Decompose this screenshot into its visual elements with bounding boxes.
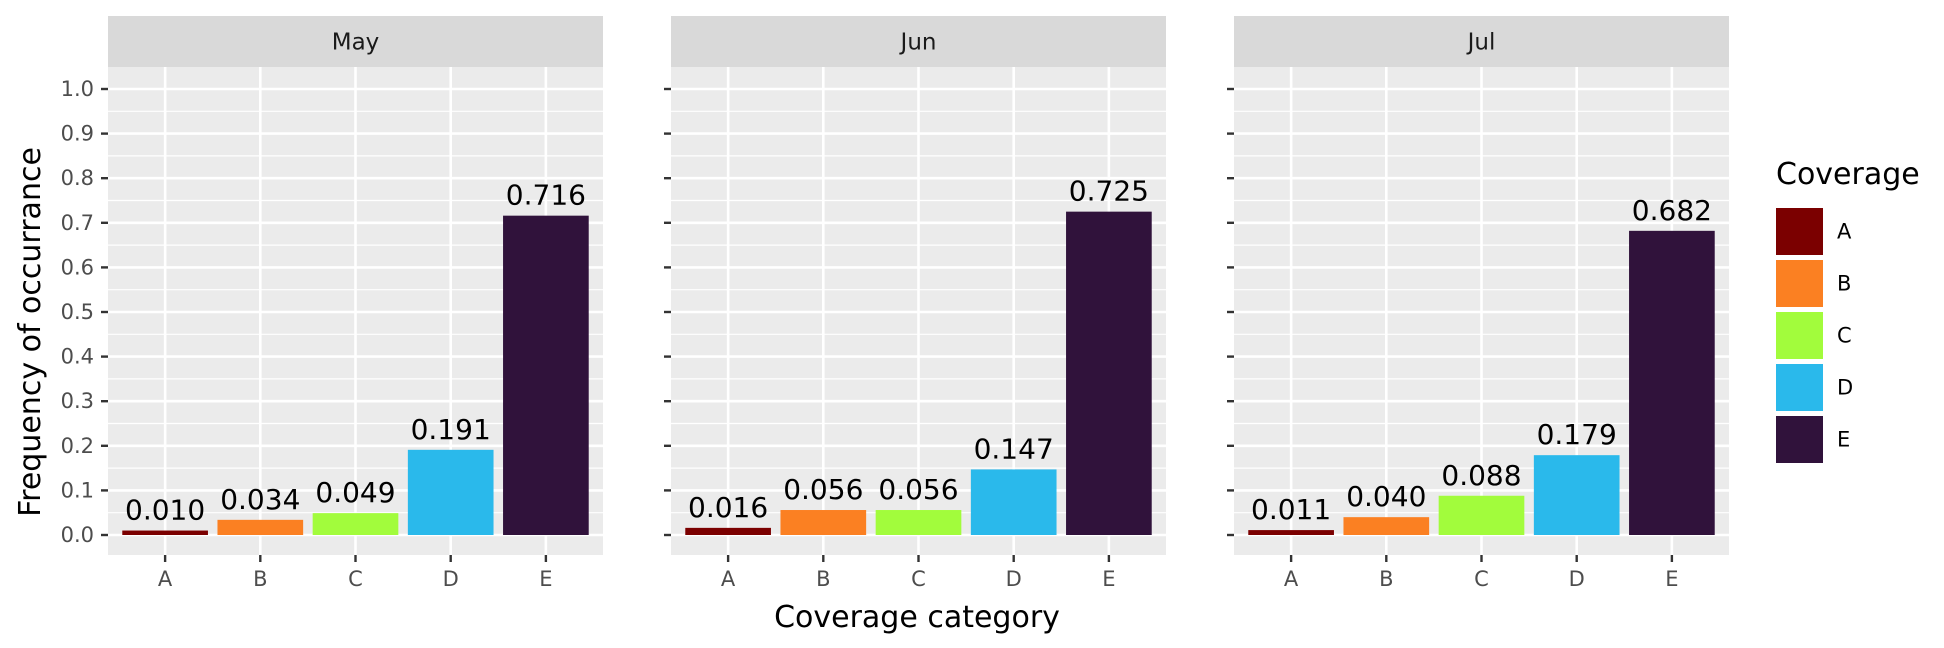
x-tick-label: C (911, 567, 926, 591)
y-tick-label: 0.8 (61, 166, 94, 190)
facet-panel-jun: Jun 0.016 0.056 0.056 0.147 0.725 A B C D E (664, 16, 1166, 591)
x-tick-label: A (1284, 567, 1299, 591)
legend-label: E (1837, 428, 1850, 452)
x-tick-label: C (1474, 567, 1489, 591)
y-tick-label: 0.0 (61, 523, 94, 547)
facet-strip (671, 16, 1166, 67)
bar-d (407, 449, 494, 535)
y-tick-label: 0.9 (61, 122, 94, 146)
facet-strip (108, 16, 603, 67)
y-tick-label: 0.2 (61, 434, 94, 458)
x-tick-label: A (721, 567, 736, 591)
x-tick-label: C (348, 567, 363, 591)
y-tick-label: 1.0 (61, 77, 94, 101)
bar-value-label: 0.191 (411, 413, 491, 446)
x-axis-title: Coverage category (774, 600, 1060, 635)
bar-value-label: 0.056 (783, 473, 863, 506)
bar-value-label: 0.040 (1346, 480, 1426, 513)
y-tick-label: 0.7 (61, 211, 94, 235)
y-axis-title: Frequency of occurrance (13, 147, 48, 517)
x-tick-label: B (253, 567, 267, 591)
legend-label: D (1837, 376, 1853, 400)
x-tick-label: D (1569, 567, 1585, 591)
bar-b (780, 510, 867, 535)
x-tick-label: E (1665, 567, 1678, 591)
bar-d (1533, 455, 1620, 535)
bar-value-label: 0.056 (878, 473, 958, 506)
y-tick-label: 0.6 (61, 255, 94, 279)
bar-d (970, 469, 1057, 535)
legend-label: B (1837, 272, 1851, 296)
bar-c (875, 510, 962, 535)
facet-strip-label: Jun (899, 30, 937, 56)
bar-value-label: 0.147 (974, 432, 1054, 465)
legend-key-c (1776, 312, 1823, 359)
y-tick-label: 0.1 (61, 478, 94, 502)
bar-a (685, 527, 771, 535)
facets-layer: May 0.0 0.1 0.2 0.3 0.4 0.5 0.6 0.7 0.8 0.9 1.0 0.01… (61, 16, 1729, 591)
bar-b (217, 519, 304, 535)
bar-e (503, 215, 589, 535)
bar-value-label: 0.011 (1251, 493, 1331, 526)
x-tick-label: A (158, 567, 173, 591)
facet-panel-may: May 0.0 0.1 0.2 0.3 0.4 0.5 0.6 0.7 0.8 0.9 1.0 0.01… (61, 16, 603, 591)
bar-value-label: 0.179 (1537, 418, 1617, 451)
legend-key-d (1776, 364, 1823, 411)
bar-value-label: 0.049 (315, 476, 395, 509)
legend-key-a (1776, 208, 1823, 255)
bar-a (122, 530, 208, 535)
legend-title: Coverage (1776, 157, 1920, 192)
bar-value-label: 0.725 (1069, 175, 1149, 208)
x-tick-label: D (443, 567, 459, 591)
bar-value-label: 0.088 (1441, 459, 1521, 492)
legend-key-b (1776, 260, 1823, 307)
x-tick-label: B (816, 567, 830, 591)
legend: Coverage A B C D E (1776, 157, 1920, 463)
bar-b (1343, 517, 1430, 535)
bar-c (312, 513, 399, 535)
y-tick-label: 0.4 (61, 345, 94, 369)
bar-e (1629, 230, 1715, 535)
bar-value-label: 0.010 (125, 494, 205, 527)
bar-value-label: 0.034 (220, 483, 300, 516)
facet-strip-label: Jul (1466, 30, 1496, 56)
legend-label: C (1837, 324, 1852, 348)
y-tick-label: 0.3 (61, 389, 94, 413)
legend-key-e (1776, 416, 1823, 463)
x-tick-label: B (1379, 567, 1393, 591)
x-tick-label: E (539, 567, 552, 591)
facet-strip-label: May (332, 30, 380, 56)
bar-value-label: 0.716 (506, 179, 586, 212)
facet-strip (1234, 16, 1729, 67)
bar-a (1248, 530, 1334, 535)
legend-label: A (1837, 220, 1852, 244)
facet-panel-jul: Jul 0.011 0.040 0.088 0.179 0.682 A B C D E (1227, 16, 1729, 591)
y-tick-label: 0.5 (61, 300, 94, 324)
bar-e (1066, 211, 1152, 535)
bar-c (1438, 495, 1525, 535)
bar-value-label: 0.682 (1632, 194, 1712, 227)
x-tick-label: D (1006, 567, 1022, 591)
x-tick-label: E (1102, 567, 1115, 591)
bar-value-label: 0.016 (688, 491, 768, 524)
